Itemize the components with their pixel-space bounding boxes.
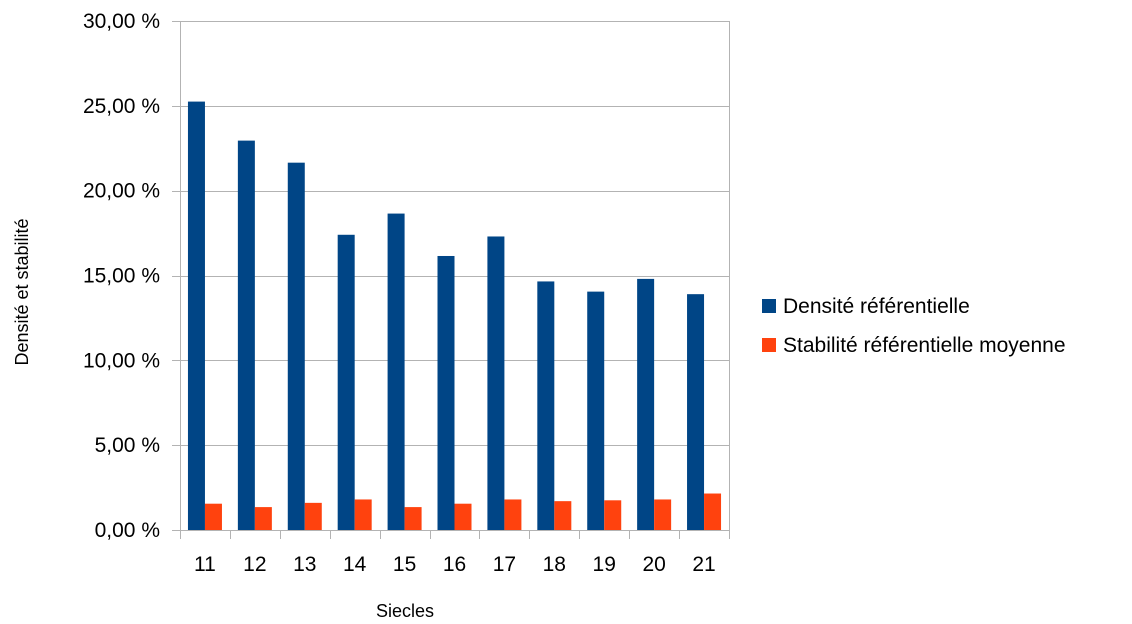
bar-stabilite-13	[304, 502, 322, 530]
bars	[187, 101, 722, 531]
y-tick-label: 0,00 %	[95, 519, 160, 542]
bar-stabilite-20	[654, 499, 672, 530]
x-tick-label-14: 14	[343, 553, 367, 576]
bar-densite-18	[537, 281, 555, 530]
y-axis-title: Densité et stabilité	[12, 218, 32, 365]
bar-stabilite-16	[454, 503, 472, 530]
x-tick-label-13: 13	[293, 553, 316, 576]
bar-stabilite-15	[404, 507, 422, 530]
legend-label-densite: Densité référentielle	[783, 295, 970, 318]
x-tick-label-11: 11	[194, 553, 216, 576]
bar-stabilite-18	[554, 501, 572, 530]
legend-swatch-densite	[762, 299, 776, 313]
x-tick-label-18: 18	[543, 553, 566, 576]
x-tick-labels: 11 12 13 14 15 16 17 18 19 20 21	[194, 553, 716, 576]
x-tick-label-19: 19	[593, 553, 616, 576]
bar-stabilite-12	[254, 507, 272, 530]
y-tick-labels: 0,00 % 5,00 % 10,00 % 15,00 % 20,00 % 25,00 %…	[83, 10, 160, 542]
x-tick-label-17: 17	[493, 553, 516, 576]
bar-densite-16	[437, 255, 455, 530]
y-tick-label: 25,00 %	[83, 95, 160, 118]
axes	[172, 21, 730, 539]
bar-densite-17	[487, 236, 505, 530]
x-axis-title: Siecles	[376, 601, 434, 621]
y-tick-label: 10,00 %	[83, 349, 160, 372]
x-tick-label-16: 16	[443, 553, 466, 576]
bar-densite-20	[637, 278, 655, 530]
bar-densite-13	[287, 162, 305, 530]
y-tick-label: 20,00 %	[83, 180, 160, 203]
bar-stabilite-21	[704, 493, 722, 530]
x-tick-label-21: 21	[692, 553, 715, 576]
x-tick-label-20: 20	[642, 553, 665, 576]
bar-stabilite-14	[354, 499, 372, 530]
legend-label-stabilite: Stabilité référentielle moyenne	[783, 334, 1066, 357]
bar-densite-12	[237, 140, 255, 531]
bar-densite-14	[337, 234, 355, 530]
y-tick-label: 15,00 %	[83, 265, 160, 288]
bar-stabilite-11	[204, 503, 222, 530]
x-tick-label-12: 12	[243, 553, 266, 576]
legend: Densité référentielle Stabilité référenti…	[762, 295, 1066, 357]
legend-swatch-stabilite	[762, 338, 776, 352]
x-tick-label-15: 15	[393, 553, 416, 576]
bar-stabilite-17	[504, 499, 522, 530]
y-tick-label: 30,00 %	[83, 10, 160, 33]
y-tick-label: 5,00 %	[95, 434, 160, 457]
bar-densite-19	[587, 291, 605, 530]
bar-densite-21	[687, 294, 705, 530]
bar-stabilite-19	[604, 500, 622, 530]
bar-densite-15	[387, 213, 405, 531]
bar-densite-11	[187, 101, 205, 530]
